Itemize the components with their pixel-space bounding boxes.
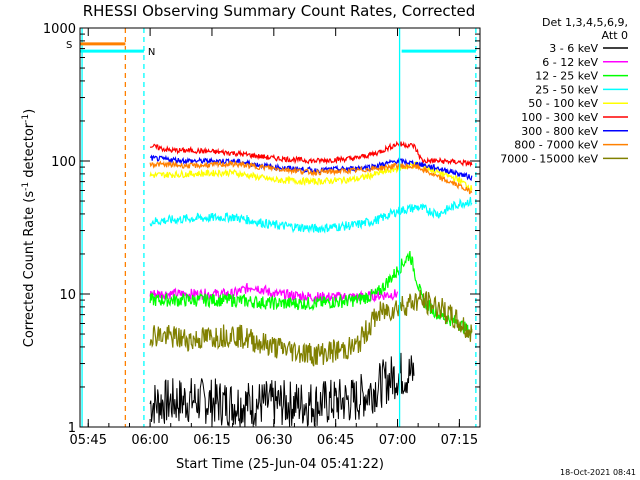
series-line-7	[149, 159, 473, 195]
series-layer	[149, 140, 473, 427]
y-axis-label-sup2: -1	[21, 114, 31, 123]
flag-label-0: S	[66, 40, 72, 51]
axis-layer: 05:45 06:00 06:15 06:30 06:45 07:00 07:15 1 10 10…	[43, 22, 481, 448]
x-tick-label-4: 06:45	[317, 433, 354, 448]
series-line-8	[149, 289, 473, 367]
legend-label-2: 12 - 25 keV	[535, 70, 598, 83]
legend-label-6: 300 - 800 keV	[521, 125, 598, 138]
y-tick-label-0: 1	[68, 421, 76, 436]
x-tick-label-3: 06:30	[255, 433, 292, 448]
legend-label-0: 3 - 6 keV	[549, 42, 598, 55]
legend-header-0: Det 1,3,4,5,6,9,	[542, 16, 628, 29]
x-tick-label-1: 06:00	[131, 433, 168, 448]
x-axis-label: Start Time (25-Jun-04 05:41:22)	[176, 457, 384, 472]
legend-label-3: 25 - 50 keV	[535, 83, 598, 96]
y-axis-label-end: )	[22, 109, 37, 114]
legend-label-8: 7000 - 15000 keV	[500, 152, 598, 165]
x-tick-label-2: 06:15	[193, 433, 230, 448]
legend-header-1: Att 0	[602, 29, 628, 42]
x-tick-label-5: 07:00	[379, 433, 416, 448]
flag-label-1: N	[148, 47, 155, 58]
y-tick-label-3: 1000	[43, 22, 76, 37]
footer-timestamp: 18-Oct-2021 08:41	[560, 468, 636, 477]
annotation-layer: SN	[66, 28, 477, 427]
chart-title: RHESSI Observing Summary Count Rates, Co…	[83, 2, 476, 20]
x-tick-label-6: 07:15	[441, 433, 478, 448]
y-axis-label-mid: detector	[22, 122, 37, 182]
plot-frame	[79, 27, 481, 428]
y-tick-label-1: 10	[59, 288, 76, 303]
series-line-3	[149, 196, 473, 234]
x-tick-label-0: 05:45	[70, 433, 107, 448]
legend-label-4: 50 - 100 keV	[528, 97, 598, 110]
series-line-5	[149, 140, 473, 168]
y-axis-label-sup1: -1	[21, 182, 31, 191]
legend-label-1: 6 - 12 keV	[542, 56, 598, 69]
series-line-0	[149, 352, 415, 427]
legend-label-7: 800 - 7000 keV	[514, 139, 598, 152]
legend-label-5: 100 - 300 keV	[521, 111, 598, 124]
series-line-2	[149, 251, 473, 338]
y-axis-label: Corrected Count Rate (s-1 detector-1)	[21, 109, 37, 347]
y-tick-label-2: 100	[51, 155, 76, 170]
